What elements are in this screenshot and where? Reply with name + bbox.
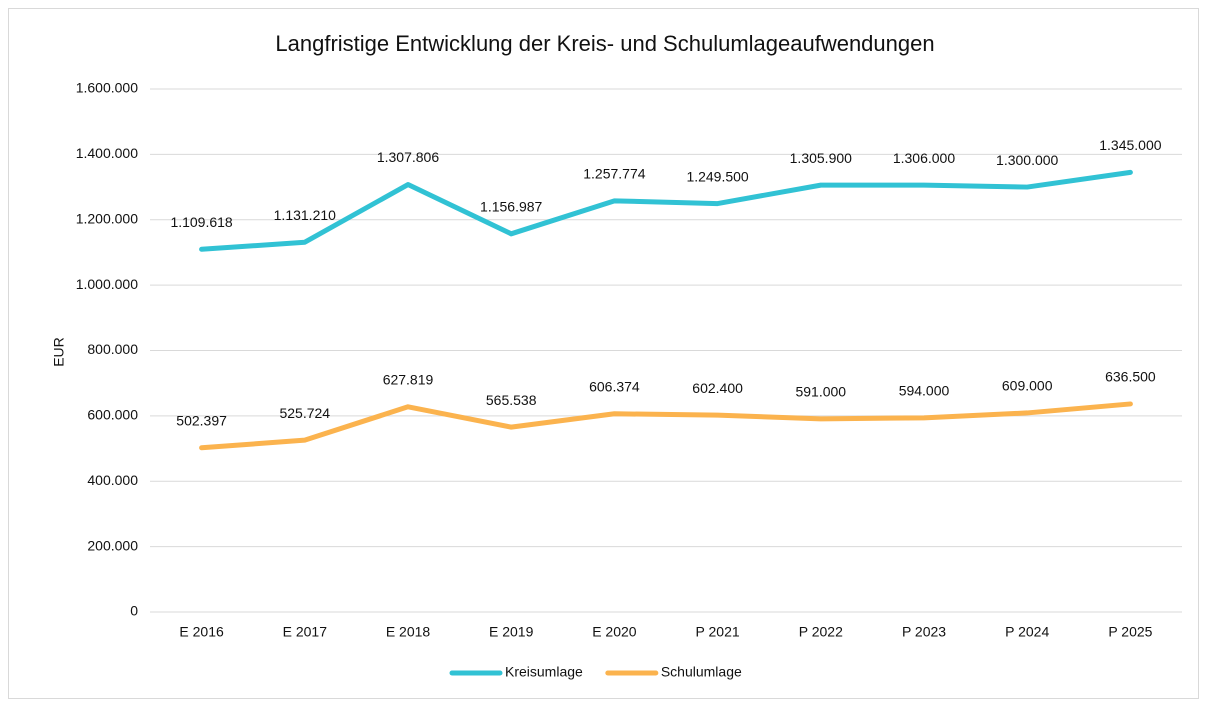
y-tick-label: 1.200.000 xyxy=(76,210,138,226)
data-label: 602.400 xyxy=(692,380,743,396)
x-tick-label: E 2016 xyxy=(179,624,224,640)
x-tick-label: P 2025 xyxy=(1108,624,1152,640)
data-label: 627.819 xyxy=(383,371,434,387)
data-label: 1.257.774 xyxy=(583,166,645,182)
data-label: 1.306.000 xyxy=(893,150,955,166)
data-label: 525.724 xyxy=(279,405,330,421)
x-tick-label: P 2024 xyxy=(1005,624,1049,640)
chart-frame xyxy=(8,8,1199,699)
data-label: 606.374 xyxy=(589,378,640,394)
y-tick-label: 1.000.000 xyxy=(76,276,138,292)
data-label: 636.500 xyxy=(1105,369,1156,385)
data-label: 565.538 xyxy=(486,392,537,408)
legend-label: Kreisumlage xyxy=(505,664,583,680)
y-tick-label: 0 xyxy=(130,603,138,619)
y-tick-label: 800.000 xyxy=(87,341,138,357)
data-label: 1.345.000 xyxy=(1099,137,1161,153)
y-tick-label: 200.000 xyxy=(87,537,138,553)
x-tick-label: E 2018 xyxy=(386,624,431,640)
x-tick-label: P 2021 xyxy=(696,624,740,640)
x-tick-label: E 2019 xyxy=(489,624,534,640)
data-label: 1.305.900 xyxy=(790,150,852,166)
x-tick-label: E 2020 xyxy=(592,624,637,640)
data-label: 502.397 xyxy=(176,412,227,428)
data-label: 1.109.618 xyxy=(170,214,232,230)
data-label: 1.300.000 xyxy=(996,152,1058,168)
y-tick-label: 600.000 xyxy=(87,407,138,423)
data-label: 609.000 xyxy=(1002,378,1053,394)
data-label: 1.156.987 xyxy=(480,199,542,215)
x-tick-label: P 2022 xyxy=(799,624,843,640)
legend-label: Schulumlage xyxy=(661,664,742,680)
series-line xyxy=(199,401,1133,451)
y-tick-label: 1.400.000 xyxy=(76,145,138,161)
data-label: 1.307.806 xyxy=(377,149,439,165)
y-axis-label: EUR xyxy=(51,337,67,367)
y-tick-label: 1.600.000 xyxy=(76,80,138,96)
x-tick-label: P 2023 xyxy=(902,624,946,640)
data-label: 1.249.500 xyxy=(686,168,748,184)
series-line xyxy=(199,169,1133,252)
y-tick-label: 400.000 xyxy=(87,472,138,488)
chart-title: Langfristige Entwicklung der Kreis- und … xyxy=(275,31,934,56)
data-label: 591.000 xyxy=(795,384,846,400)
data-label: 594.000 xyxy=(899,383,950,399)
x-tick-label: E 2017 xyxy=(283,624,328,640)
data-label: 1.131.210 xyxy=(274,207,336,223)
